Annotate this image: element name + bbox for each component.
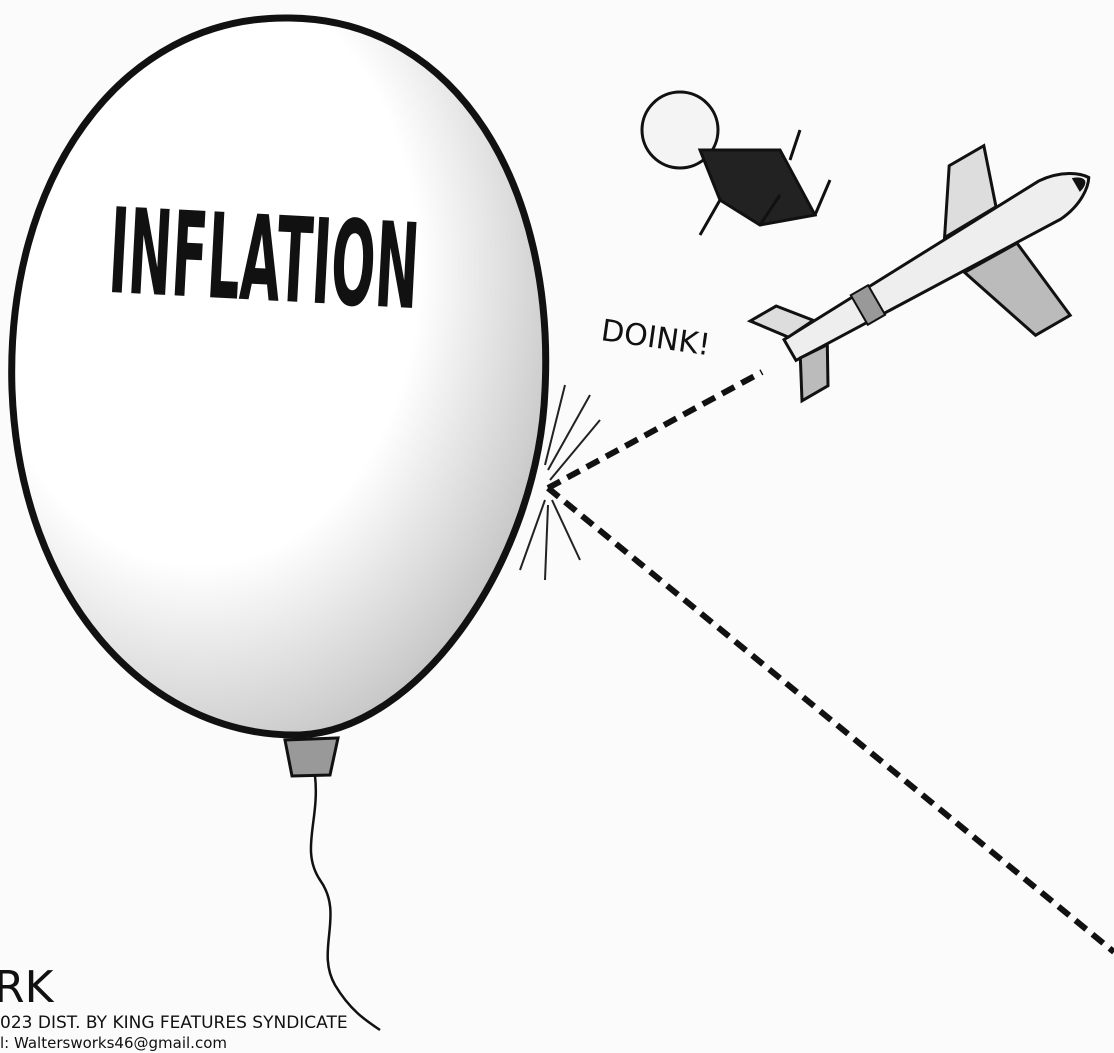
credit-line-2: l: Waltersworks46@gmail.com [0,1034,227,1052]
balloon [12,18,546,735]
balloon-knot [285,738,338,776]
signature: RK [0,962,55,1013]
page: INFLATION DOINK! RK 023 DIST. BY KING FE… [0,0,1114,1053]
balloon-label: INFLATION [106,182,423,336]
cartoon: INFLATION DOINK! RK 023 DIST. BY KING FE… [0,0,1114,1053]
credit-line-1: 023 DIST. BY KING FEATURES SYNDICATE [0,1013,348,1033]
